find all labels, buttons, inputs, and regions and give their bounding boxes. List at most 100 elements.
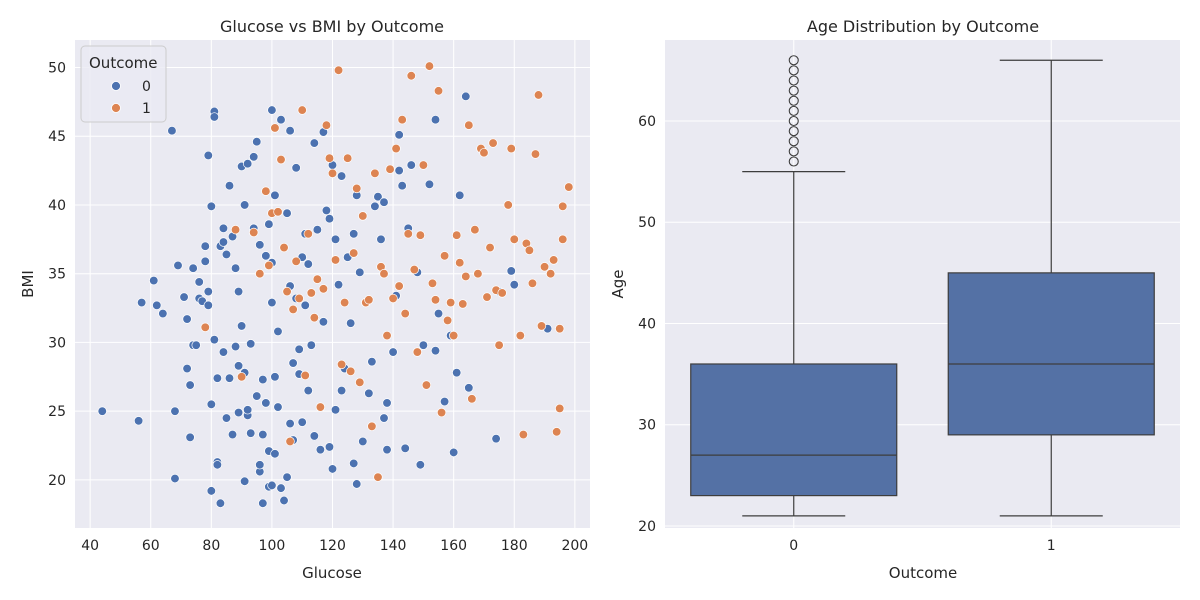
scatter-point-outcome-1 — [494, 340, 504, 350]
scatter-point-outcome-0 — [203, 150, 213, 161]
scatter-point-outcome-1 — [527, 278, 538, 288]
scatter-point-outcome-1 — [282, 286, 292, 297]
scatter-point-outcome-0 — [264, 219, 274, 229]
box-outlier — [788, 55, 799, 66]
scatter-point-outcome-1 — [261, 186, 271, 196]
scatter-point-outcome-0 — [221, 249, 232, 260]
scatter-point-outcome-1 — [421, 380, 432, 390]
scatter-point-outcome-1 — [530, 149, 541, 159]
scatter-point-outcome-1 — [318, 284, 329, 294]
scatter-point-outcome-0 — [255, 240, 265, 250]
scatter-point-outcome-1 — [294, 293, 304, 304]
scatter-x-tick-label: 100 — [259, 538, 286, 554]
scatter-point-outcome-0 — [370, 201, 380, 211]
scatter-x-axis-label: Glucose — [302, 564, 362, 582]
scatter-point-outcome-0 — [282, 208, 292, 218]
scatter-point-outcome-1 — [382, 330, 392, 341]
scatter-point-outcome-1 — [249, 227, 259, 238]
scatter-point-outcome-1 — [312, 274, 323, 284]
scatter-y-tick-label: 30 — [48, 335, 66, 351]
scatter-y-tick-label: 50 — [48, 60, 66, 76]
scatter-point-outcome-0 — [212, 460, 223, 470]
scatter-point-outcome-0 — [424, 179, 435, 189]
scatter-point-outcome-0 — [149, 275, 159, 286]
scatter-point-outcome-1 — [388, 293, 398, 304]
box-outlier — [788, 95, 799, 106]
boxplot-y-tick-label: 20 — [638, 519, 656, 535]
box-outlier — [788, 146, 799, 157]
scatter-x-tick-label: 180 — [501, 538, 528, 554]
scatter-point-outcome-0 — [249, 152, 259, 162]
scatter-point-outcome-0 — [309, 431, 319, 441]
scatter-point-outcome-1 — [506, 143, 516, 154]
scatter-y-ticks: 20 25 30 35 40 45 50 — [48, 60, 66, 488]
scatter-point-outcome-1 — [518, 429, 529, 440]
scatter-point-outcome-0 — [303, 385, 313, 396]
scatter-point-outcome-1 — [352, 183, 362, 194]
scatter-point-outcome-1 — [515, 330, 525, 341]
scatter-point-outcome-0 — [455, 190, 465, 200]
scatter-y-tick-label: 40 — [48, 198, 66, 214]
scatter-legend: Outcome 0 1 — [80, 45, 167, 123]
scatter-point-outcome-1 — [321, 120, 332, 130]
scatter-point-outcome-0 — [261, 251, 271, 261]
scatter-point-outcome-1 — [342, 153, 353, 163]
box-outlier — [788, 105, 799, 116]
scatter-point-outcome-1 — [315, 402, 326, 412]
legend-marker-0 — [111, 81, 121, 91]
scatter-point-outcome-0 — [324, 214, 335, 224]
scatter-point-outcome-0 — [273, 326, 283, 337]
scatter-point-outcome-1 — [509, 234, 519, 244]
scatter-point-outcome-1 — [452, 230, 462, 240]
scatter-point-outcome-1 — [339, 297, 350, 308]
scatter-point-outcome-0 — [433, 308, 444, 319]
scatter-point-outcome-0 — [233, 286, 244, 297]
scatter-point-outcome-1 — [439, 251, 450, 261]
scatter-point-outcome-0 — [270, 449, 280, 459]
scatter-point-outcome-0 — [388, 347, 398, 357]
boxplot-x-tick-label: 0 — [789, 538, 798, 554]
scatter-point-outcome-0 — [330, 405, 341, 415]
scatter-point-outcome-0 — [243, 159, 253, 169]
scatter-point-outcome-1 — [555, 324, 565, 334]
scatter-point-outcome-0 — [239, 476, 250, 486]
scatter-point-outcome-1 — [433, 86, 444, 96]
scatter-point-outcome-0 — [349, 458, 359, 469]
scatter-point-outcome-0 — [185, 432, 195, 442]
scatter-point-outcome-1 — [558, 234, 568, 244]
scatter-point-outcome-1 — [400, 308, 410, 319]
scatter-points — [97, 61, 574, 508]
scatter-x-tick-label: 140 — [380, 538, 407, 554]
scatter-point-outcome-0 — [321, 205, 332, 216]
scatter-point-outcome-1 — [327, 168, 338, 178]
scatter-point-outcome-1 — [497, 288, 507, 298]
scatter-point-outcome-1 — [255, 269, 265, 279]
scatter-point-outcome-1 — [445, 297, 456, 308]
scatter-point-outcome-0 — [233, 407, 244, 418]
box-outlier — [788, 65, 799, 76]
scatter-point-outcome-1 — [306, 288, 316, 298]
scatter-point-outcome-1 — [415, 230, 426, 240]
scatter-point-outcome-1 — [333, 65, 344, 75]
scatter-point-outcome-1 — [309, 313, 319, 323]
scatter-point-outcome-1 — [536, 321, 547, 331]
scatter-point-outcome-0 — [288, 358, 298, 368]
scatter-point-outcome-1 — [346, 366, 356, 376]
boxplot-x-tick-label: 1 — [1047, 538, 1056, 554]
scatter-point-outcome-0 — [200, 256, 210, 266]
scatter-point-outcome-0 — [333, 280, 344, 290]
scatter-point-outcome-0 — [233, 361, 244, 371]
scatter-point-outcome-1 — [467, 394, 477, 404]
scatter-point-outcome-0 — [379, 413, 389, 423]
scatter-point-outcome-0 — [294, 344, 304, 354]
scatter-point-outcome-0 — [158, 308, 168, 319]
scatter-point-outcome-0 — [194, 277, 204, 287]
scatter-point-outcome-0 — [206, 486, 216, 496]
scatter-point-outcome-0 — [273, 402, 283, 412]
scatter-point-outcome-1 — [330, 255, 341, 265]
scatter-point-outcome-1 — [555, 403, 565, 414]
scatter-point-outcome-1 — [279, 242, 289, 253]
scatter-point-outcome-1 — [285, 436, 295, 447]
scatter-point-outcome-1 — [303, 229, 313, 239]
